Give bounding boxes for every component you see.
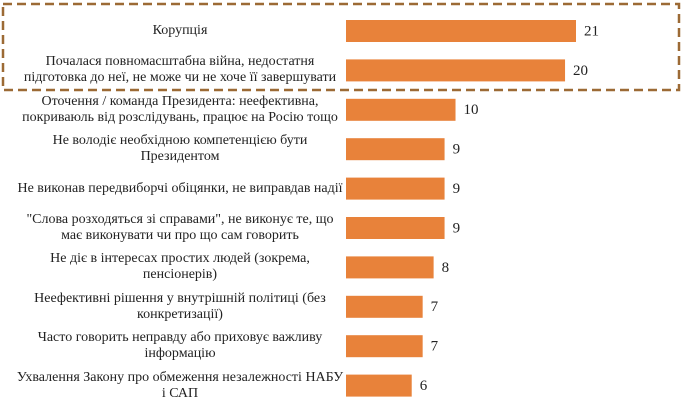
category-label: Часто говорить неправду або приховує важ… bbox=[37, 330, 323, 362]
category-label: Не володіє необхідною компетенцією бути … bbox=[52, 133, 308, 165]
value-label: 20 bbox=[573, 63, 588, 79]
value-label: 9 bbox=[453, 181, 461, 197]
bar bbox=[346, 374, 412, 397]
category-label: Оточення / команда Президента: неефектив… bbox=[22, 93, 338, 125]
category-label: Корупція bbox=[152, 23, 208, 38]
value-label: 7 bbox=[431, 299, 439, 315]
value-label: 9 bbox=[453, 142, 461, 158]
bar bbox=[346, 59, 566, 82]
bar bbox=[346, 256, 434, 279]
highlight-box bbox=[1, 2, 681, 92]
value-label: 21 bbox=[584, 23, 599, 39]
category-label: Неефективні рішення у внутрішній політиц… bbox=[34, 290, 326, 322]
bar bbox=[346, 335, 423, 358]
category-label: Почалася повномасштабна війна, недостатн… bbox=[23, 54, 337, 86]
value-label: 7 bbox=[431, 339, 439, 355]
category-label: Не виконав передвиборчі обіцянки, не вип… bbox=[17, 180, 343, 196]
value-label: 8 bbox=[442, 260, 450, 276]
category-label: Не діє в інтересах простих людей (зокрем… bbox=[50, 251, 310, 283]
category-label: Ухвалення Закону про обмеження незалежно… bbox=[16, 369, 344, 401]
value-label: 10 bbox=[464, 102, 479, 118]
bar bbox=[346, 295, 423, 318]
value-label: 9 bbox=[453, 220, 461, 236]
bar bbox=[346, 98, 456, 121]
category-label: "Слова розходяться зі справами", не вико… bbox=[26, 212, 334, 243]
bar bbox=[346, 20, 576, 42]
bar bbox=[346, 177, 445, 200]
value-label: 6 bbox=[420, 378, 428, 394]
bar bbox=[346, 138, 445, 161]
bar bbox=[346, 217, 445, 239]
